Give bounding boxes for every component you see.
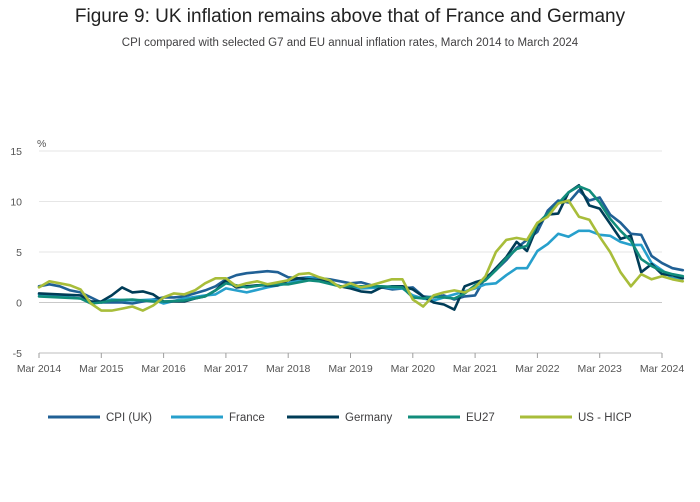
chart-subtitle: CPI compared with selected G7 and EU ann… xyxy=(121,37,579,49)
y-tick-label: -5 xyxy=(13,348,22,360)
x-tick-label: Mar 2019 xyxy=(328,363,373,375)
x-tick-label: Mar 2020 xyxy=(391,363,436,375)
y-tick-label: 5 xyxy=(16,247,22,259)
x-tick-label: Mar 2016 xyxy=(141,363,186,375)
x-tick-label: Mar 2015 xyxy=(79,363,124,375)
series-line-4 xyxy=(37,199,685,312)
legend-item-label[interactable]: CPI (UK) xyxy=(106,412,152,424)
legend-item-label[interactable]: Germany xyxy=(345,412,393,424)
legend-item-label[interactable]: US - HICP xyxy=(578,412,632,424)
x-tick-label: Mar 2021 xyxy=(453,363,498,375)
legend-item-label[interactable]: EU27 xyxy=(466,412,495,424)
y-tick-label: 15 xyxy=(10,146,22,158)
x-tick-label: Mar 2017 xyxy=(204,363,249,375)
chart-title: Figure 9: UK inflation remains above tha… xyxy=(74,6,626,27)
legend-item-label[interactable]: France xyxy=(229,412,265,424)
y-axis-label: % xyxy=(37,138,46,150)
y-tick-label: 0 xyxy=(16,298,22,310)
x-tick-label: Mar 2022 xyxy=(515,363,560,375)
x-tick-label: Mar 2018 xyxy=(266,363,311,375)
series-line-2 xyxy=(37,184,685,311)
x-tick-label: Mar 2023 xyxy=(578,363,623,375)
x-tick-label: Mar 2014 xyxy=(17,363,62,375)
series-line-3 xyxy=(37,185,685,305)
y-tick-label: 10 xyxy=(10,197,22,209)
x-tick-label: Mar 2024 xyxy=(640,363,685,375)
